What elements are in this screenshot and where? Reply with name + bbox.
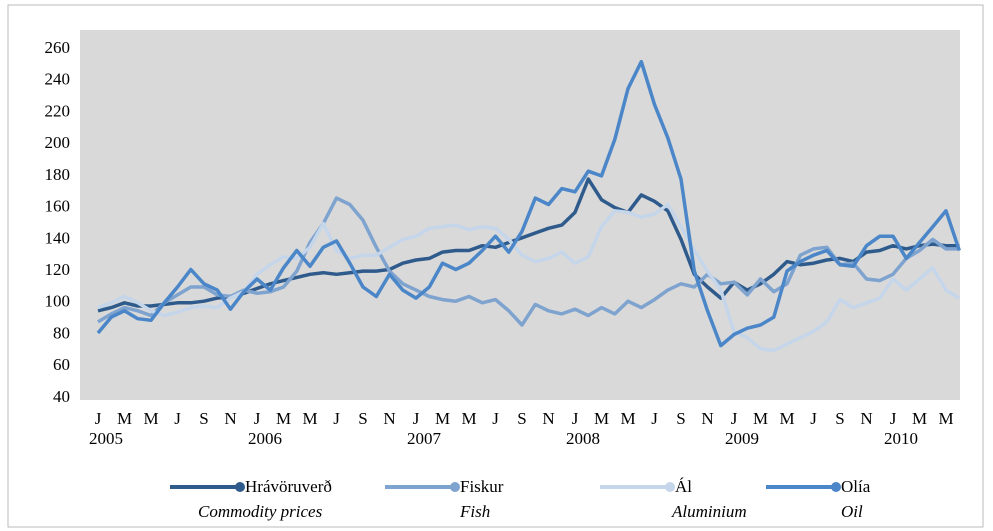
x-tick-label: N [542, 409, 554, 428]
legend-sublabel: Fish [459, 502, 490, 521]
x-tick-label: S [517, 409, 526, 428]
x-tick-label: J [95, 409, 102, 428]
plot-area [80, 30, 960, 400]
x-tick-label: S [358, 409, 367, 428]
y-tick-label: 160 [45, 197, 71, 216]
x-tick-label: J [254, 409, 261, 428]
legend-sublabel: Aluminium [671, 502, 747, 521]
x-tick-label: M [938, 409, 953, 428]
y-tick-label: 180 [45, 165, 71, 184]
legend-label: Fiskur [460, 477, 504, 496]
year-label: 2010 [884, 429, 918, 448]
y-tick-label: 120 [45, 260, 71, 279]
y-tick-label: 80 [53, 323, 70, 342]
x-tick-label: M [594, 409, 609, 428]
x-tick-label: S [199, 409, 208, 428]
legend-marker [665, 482, 675, 492]
x-tick-label: S [676, 409, 685, 428]
x-tick-label: S [835, 409, 844, 428]
year-label: 2005 [89, 429, 123, 448]
legend-sublabel: Oil [841, 502, 863, 521]
x-tick-label: N [383, 409, 395, 428]
x-tick-label: M [117, 409, 132, 428]
x-tick-label: N [701, 409, 713, 428]
y-tick-label: 40 [53, 387, 70, 406]
series-line [96, 59, 961, 348]
x-tick-label: J [890, 409, 897, 428]
x-tick-label: J [651, 409, 658, 428]
year-label: 2006 [248, 429, 282, 448]
y-tick-label: 220 [45, 101, 71, 120]
x-tick-label: J [492, 409, 499, 428]
legend-label: Ál [675, 477, 692, 496]
y-tick-label: 260 [45, 38, 71, 57]
x-tick-label: N [860, 409, 872, 428]
y-tick-label: 140 [45, 228, 71, 247]
legend-marker [235, 482, 245, 492]
legend-label: Olía [841, 477, 871, 496]
x-tick-label: M [435, 409, 450, 428]
legend-sublabel: Commodity prices [198, 502, 323, 521]
x-tick-label: M [461, 409, 476, 428]
y-tick-label: 240 [45, 70, 71, 89]
x-tick-label: J [413, 409, 420, 428]
x-tick-label: M [753, 409, 768, 428]
legend-label: Hrávöruverð [245, 477, 332, 496]
x-tick-label: M [276, 409, 291, 428]
x-tick-label: M [143, 409, 158, 428]
legend-marker [831, 482, 841, 492]
x-tick-label: M [779, 409, 794, 428]
legend-marker [450, 482, 460, 492]
x-tick-label: M [302, 409, 317, 428]
y-tick-label: 60 [53, 355, 70, 374]
year-label: 2008 [566, 429, 600, 448]
x-tick-label: J [333, 409, 340, 428]
x-tick-label: J [810, 409, 817, 428]
x-tick-label: J [572, 409, 579, 428]
x-tick-label: N [224, 409, 236, 428]
year-label: 2007 [407, 429, 442, 448]
y-tick-label: 100 [45, 292, 71, 311]
y-tick-label: 200 [45, 133, 71, 152]
year-label: 2009 [725, 429, 759, 448]
x-tick-label: J [731, 409, 738, 428]
x-tick-label: J [174, 409, 181, 428]
x-tick-label: M [912, 409, 927, 428]
x-tick-label: M [620, 409, 635, 428]
